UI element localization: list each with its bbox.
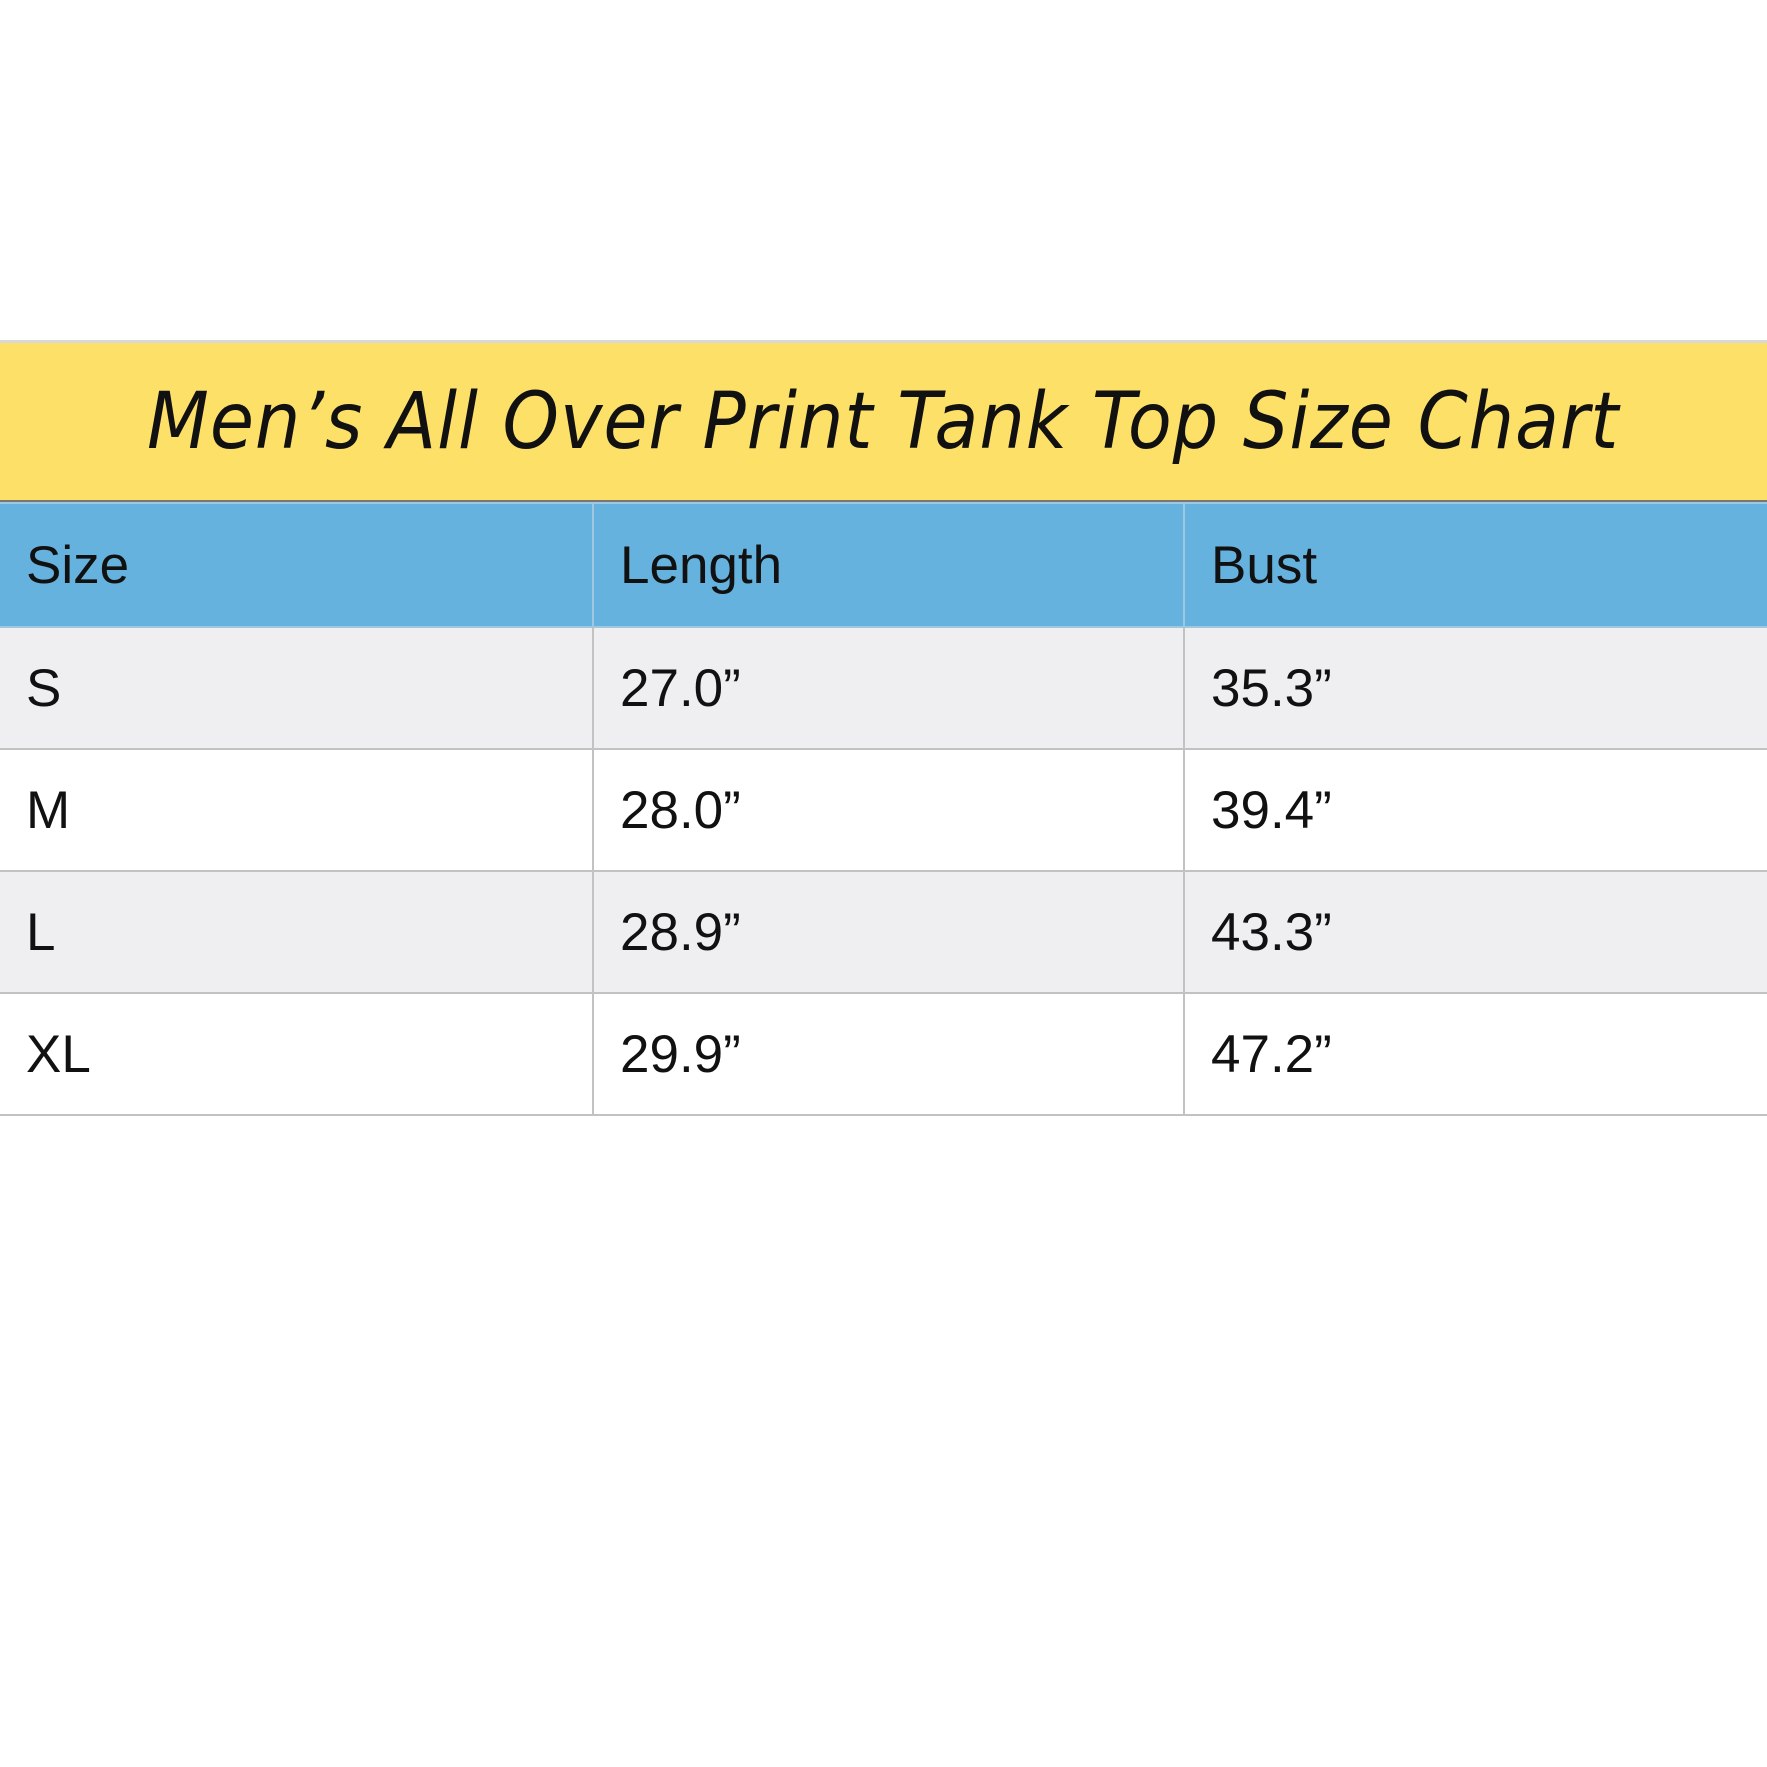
cell-bust: 43.3” <box>1183 870 1767 994</box>
cell-size: S <box>0 626 594 750</box>
size-table: Size Length Bust S 27.0” 35.3” M 28.0” 3… <box>0 502 1767 1116</box>
cell-size: XL <box>0 992 594 1116</box>
header-row: Size Length Bust <box>0 502 1767 628</box>
table-row: XL 29.9” 47.2” <box>0 992 1767 1116</box>
size-chart: Men’s All Over Print Tank Top Size Chart… <box>0 340 1767 1116</box>
cell-size: L <box>0 870 594 994</box>
title-band: Men’s All Over Print Tank Top Size Chart <box>0 340 1767 502</box>
header-bust: Bust <box>1183 502 1767 628</box>
cell-size: M <box>0 748 594 872</box>
table-row: S 27.0” 35.3” <box>0 626 1767 750</box>
cell-bust: 47.2” <box>1183 992 1767 1116</box>
header-size: Size <box>0 502 594 628</box>
cell-bust: 35.3” <box>1183 626 1767 750</box>
cell-length: 28.9” <box>592 870 1185 994</box>
cell-length: 28.0” <box>592 748 1185 872</box>
cell-length: 27.0” <box>592 626 1185 750</box>
table-row: L 28.9” 43.3” <box>0 870 1767 994</box>
header-length: Length <box>592 502 1185 628</box>
cell-bust: 39.4” <box>1183 748 1767 872</box>
cell-length: 29.9” <box>592 992 1185 1116</box>
table-row: M 28.0” 39.4” <box>0 748 1767 872</box>
chart-title: Men’s All Over Print Tank Top Size Chart <box>147 376 1620 467</box>
